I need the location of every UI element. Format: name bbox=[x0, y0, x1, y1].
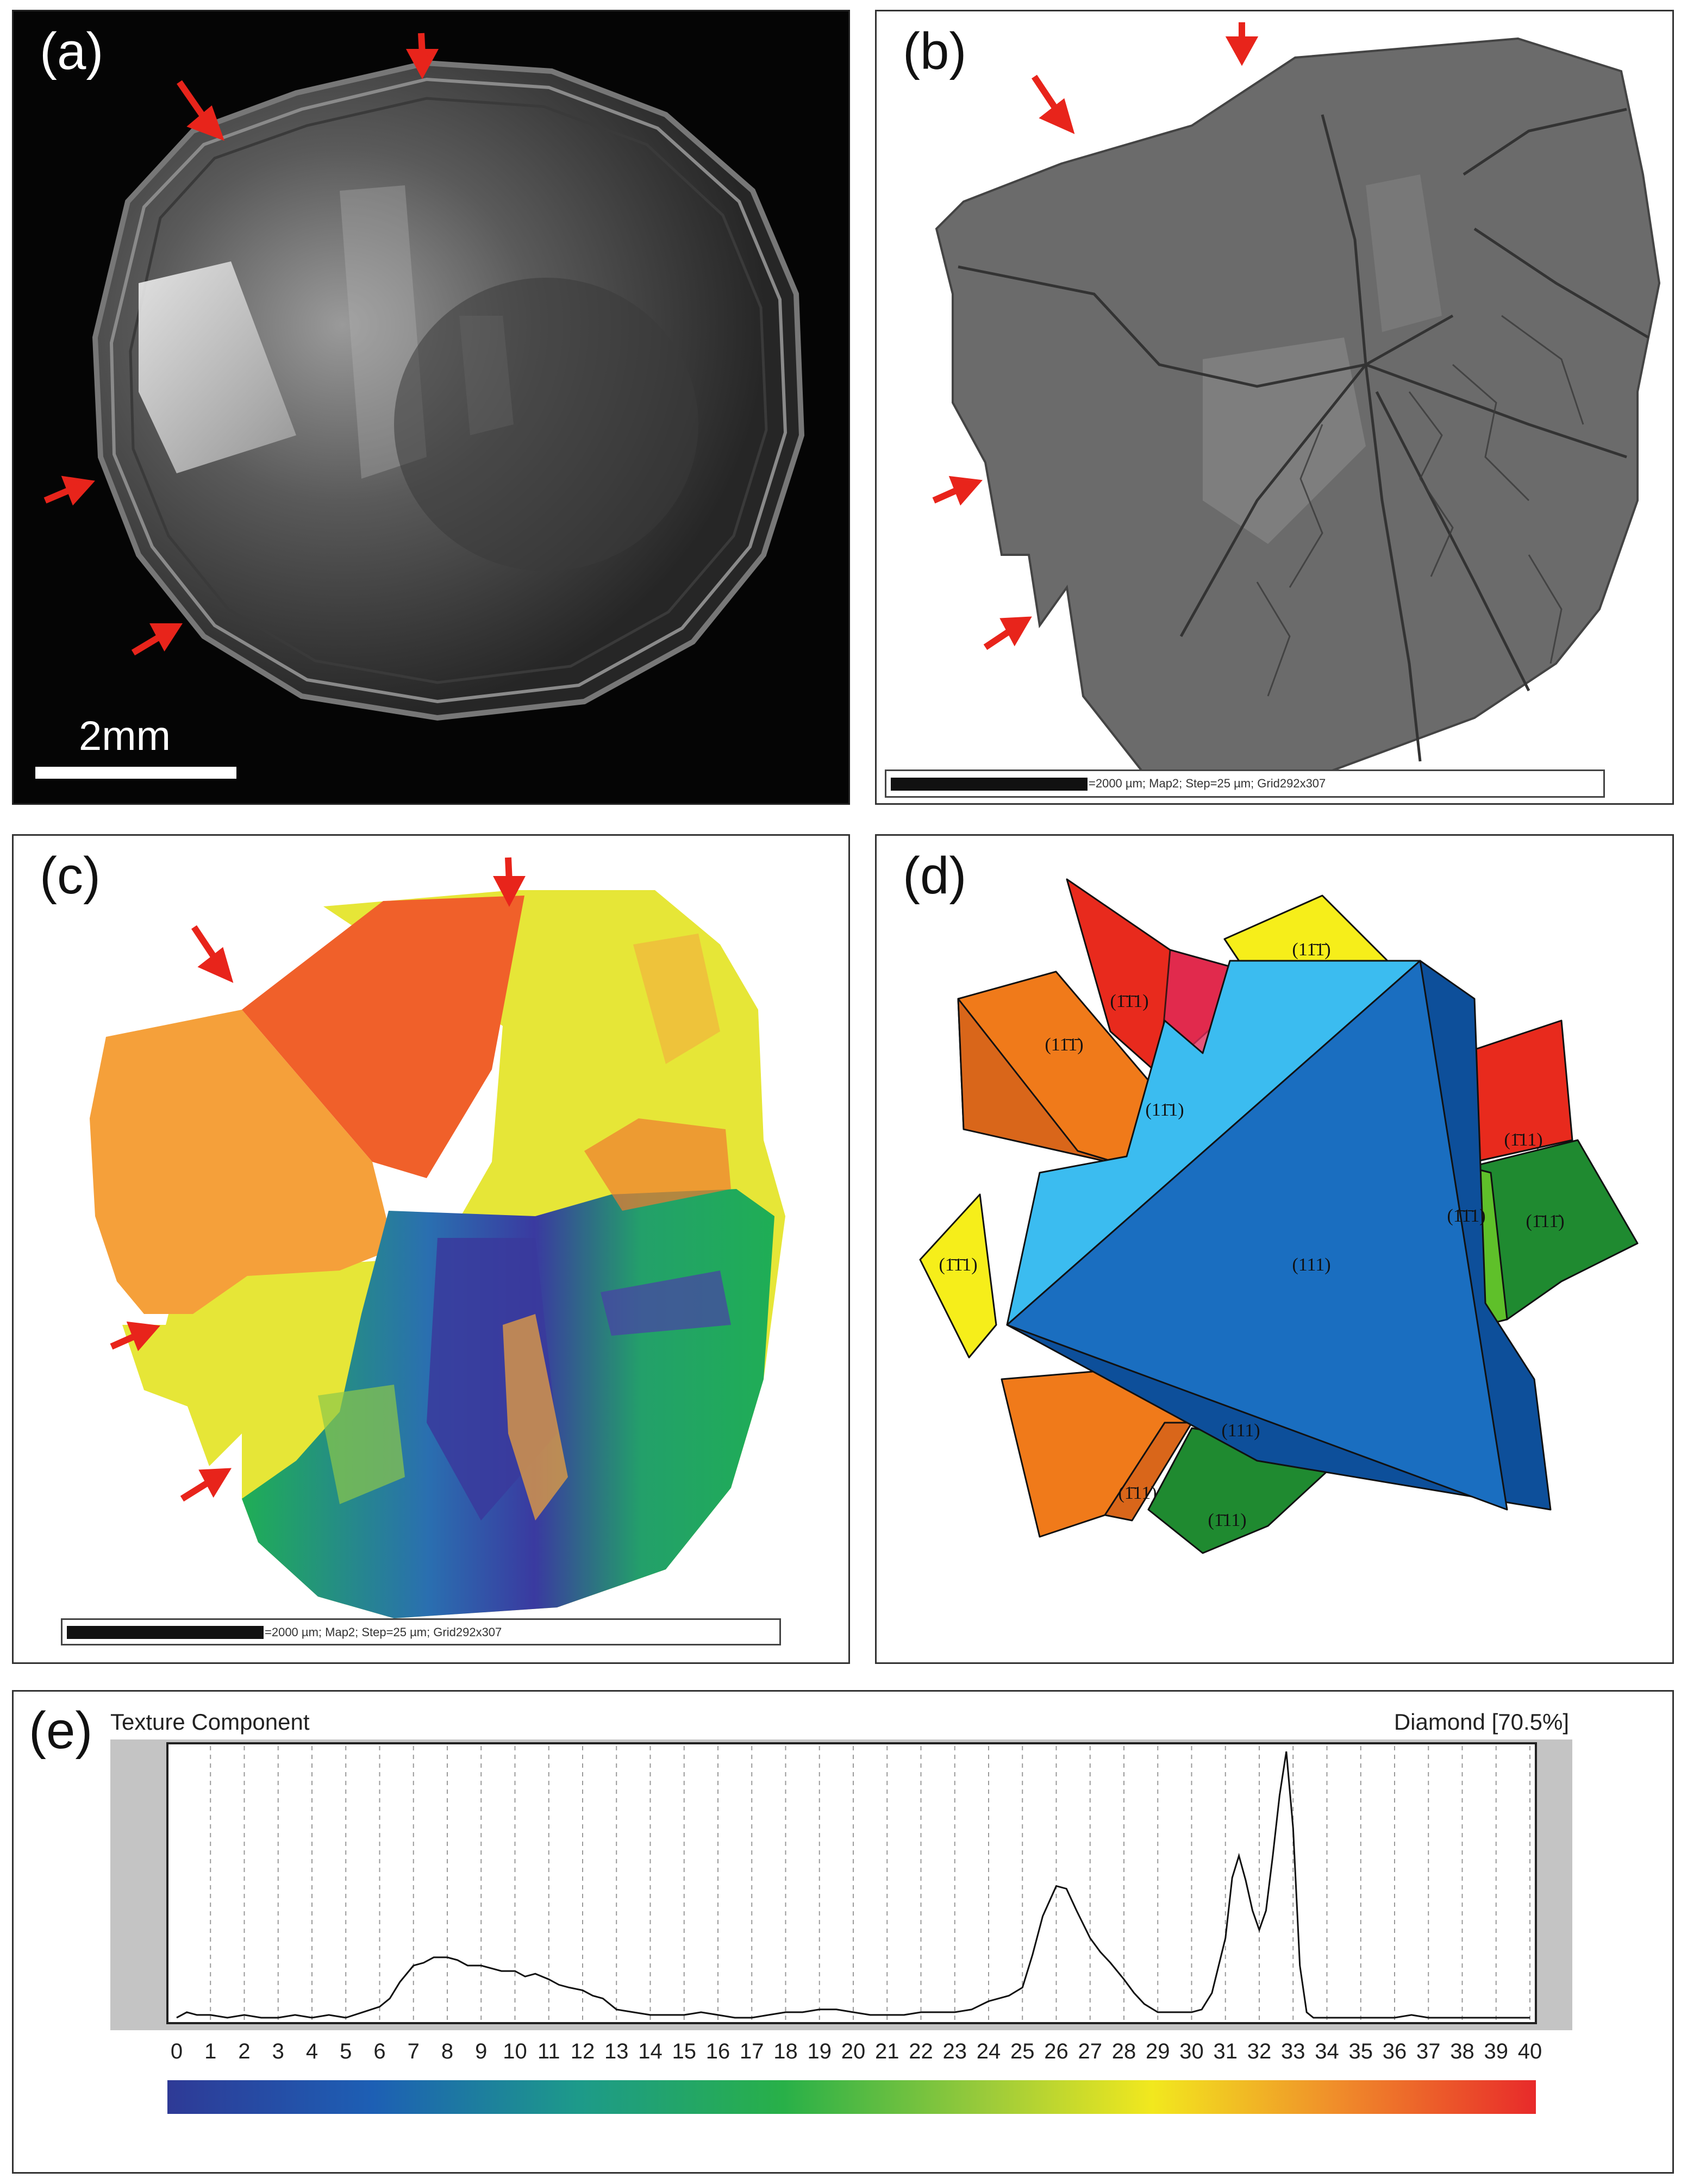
panel-b-crystal-graphic bbox=[932, 22, 1661, 773]
texture-component-line bbox=[176, 1751, 1530, 2019]
panel-c-scale-text: =2000 µm; Map2; Step=25 µm; Grid292x307 bbox=[265, 1625, 502, 1639]
x-tick-label: 27 bbox=[1078, 2039, 1103, 2063]
panel-c-scale-box: =2000 µm; Map2; Step=25 µm; Grid292x307 bbox=[61, 1618, 781, 1645]
label-yellow-top: (11̄1̄) bbox=[1292, 940, 1330, 960]
x-tick-label: 31 bbox=[1214, 2039, 1238, 2063]
x-tick-label: 32 bbox=[1247, 2039, 1272, 2063]
label-red-right: (1̄11) bbox=[1504, 1130, 1542, 1150]
sector-orange bbox=[90, 1010, 394, 1314]
x-tick-label: 19 bbox=[808, 2039, 832, 2063]
x-tick-label: 5 bbox=[340, 2039, 352, 2063]
x-tick-label: 2 bbox=[238, 2039, 250, 2063]
x-tick-label: 4 bbox=[306, 2039, 318, 2063]
x-tick-label: 29 bbox=[1146, 2039, 1170, 2063]
x-tick-label: 17 bbox=[740, 2039, 764, 2063]
plot-area bbox=[166, 1742, 1537, 2024]
x-tick-label: 21 bbox=[875, 2039, 899, 2063]
x-tick-label: 36 bbox=[1383, 2039, 1407, 2063]
panel-b-label: (b) bbox=[903, 22, 967, 80]
panel-a-scale-text: 2mm bbox=[79, 713, 171, 759]
x-tick-label: 14 bbox=[638, 2039, 663, 2063]
panel-b-arrows bbox=[932, 22, 1259, 650]
panel-e-label: (e) bbox=[29, 1701, 93, 1760]
panel-b-scale-text: =2000 µm; Map2; Step=25 µm; Grid292x307 bbox=[1089, 777, 1326, 790]
x-tick-label: 25 bbox=[1010, 2039, 1035, 2063]
label-green-bottom: (1̄11) bbox=[1208, 1510, 1246, 1530]
panel-c-crystal-graphic bbox=[90, 857, 785, 1618]
x-tick-label: 33 bbox=[1281, 2039, 1305, 2063]
color-scale-bar bbox=[167, 2080, 1536, 2114]
panel-a-scale-bar bbox=[35, 767, 236, 779]
x-tick-label: 35 bbox=[1349, 2039, 1373, 2063]
x-tick-label: 9 bbox=[475, 2039, 487, 2063]
x-tick-label: 37 bbox=[1416, 2039, 1441, 2063]
facet-blue-main bbox=[1006, 960, 1508, 1511]
x-tick-label: 39 bbox=[1484, 2039, 1509, 2063]
label-bottom-small: (111) bbox=[1221, 1420, 1260, 1441]
panel-e-chart: 0 1 2 3 4 5 6 7 8 9 10 11 12 13 14 15 16 17 18 19 20 21 22 23 24… bbox=[110, 1739, 1572, 2114]
x-tick-label: 3 bbox=[272, 2039, 284, 2063]
x-tick-label: 0 bbox=[171, 2039, 183, 2063]
panel-c-scale-bar bbox=[67, 1626, 264, 1639]
panel-a-crystal-graphic bbox=[35, 33, 805, 779]
x-tick-label: 10 bbox=[503, 2039, 527, 2063]
label-green-right: (1̄11̄) bbox=[1526, 1211, 1564, 1231]
panel-c-arrows bbox=[110, 857, 526, 1502]
label-lightblue: (11̄1) bbox=[1145, 1100, 1184, 1120]
x-tick-label: 6 bbox=[373, 2039, 385, 2063]
x-tick-label: 13 bbox=[604, 2039, 629, 2063]
label-blue-main: (111) bbox=[1292, 1255, 1330, 1275]
x-tick-label: 11 bbox=[538, 2039, 560, 2063]
panel-d-crystal-model: (11̄1̄) (1̄1̄1) (11̄1̄) (11̄1) (1̄11) (1… bbox=[919, 878, 1639, 1554]
panel-b-band-contrast-map: (b) =2000 µm; Map2; Step=25 µm; Grid292x… bbox=[875, 10, 1674, 805]
x-tick-label: 23 bbox=[943, 2039, 967, 2063]
x-tick-label: 34 bbox=[1315, 2039, 1339, 2063]
panel-c-label: (c) bbox=[40, 847, 101, 905]
bright-sector bbox=[139, 261, 296, 473]
sector-red bbox=[242, 896, 524, 1178]
x-tick-label: 20 bbox=[841, 2039, 866, 2063]
panel-d-twin-model: (11̄1̄) (1̄1̄1) (11̄1̄) (11̄1) (1̄11) (1… bbox=[875, 834, 1674, 1664]
x-tick-label: 12 bbox=[571, 2039, 595, 2063]
chart-title-right: Diamond [70.5%] bbox=[1393, 1709, 1569, 1735]
panel-a-arrows bbox=[43, 33, 439, 656]
x-tick-label: 15 bbox=[672, 2039, 697, 2063]
panel-d-label: (d) bbox=[903, 847, 967, 905]
facet-yellow-left bbox=[919, 1193, 997, 1359]
x-tick-label: 22 bbox=[909, 2039, 933, 2063]
panel-c-orientation-map: (c) =2000 µm; Map2; Step=25 µm; Grid292x… bbox=[12, 834, 850, 1664]
label-orange-bottom: (1̄11) bbox=[1118, 1483, 1157, 1503]
label-orange-left: (11̄1̄) bbox=[1045, 1035, 1083, 1055]
x-tick-label: 30 bbox=[1179, 2039, 1204, 2063]
x-tick-label: 40 bbox=[1518, 2039, 1542, 2063]
label-yellow-left: (1̄1̄1) bbox=[939, 1255, 977, 1275]
x-tick-label: 18 bbox=[773, 2039, 798, 2063]
x-tick-label: 16 bbox=[706, 2039, 730, 2063]
facet-labels: (11̄1̄) (1̄1̄1) (11̄1̄) (11̄1) (1̄11) (1… bbox=[939, 940, 1564, 1530]
panel-b-scale-bar bbox=[891, 778, 1088, 791]
chart-title-left: Texture Component bbox=[110, 1709, 310, 1735]
label-red-top: (1̄1̄1) bbox=[1110, 991, 1148, 1011]
x-tick-label: 8 bbox=[441, 2039, 453, 2063]
label-small-right: (1̄1̄1) bbox=[1447, 1206, 1485, 1226]
x-tick-label: 38 bbox=[1450, 2039, 1474, 2063]
x-tick-label: 1 bbox=[204, 2039, 216, 2063]
x-tick-label: 26 bbox=[1044, 2039, 1068, 2063]
panel-e-texture-component-chart: 0 1 2 3 4 5 6 7 8 9 10 11 12 13 14 15 16 17 18 19 20 21 22 23 24… bbox=[12, 1690, 1674, 2174]
x-tick-label: 7 bbox=[408, 2039, 420, 2063]
panel-a-label: (a) bbox=[40, 22, 104, 80]
panel-b-scale-box: =2000 µm; Map2; Step=25 µm; Grid292x307 bbox=[885, 769, 1605, 798]
panel-a-cl-image: (a) 2mm bbox=[12, 10, 850, 805]
x-tick-label: 28 bbox=[1112, 2039, 1136, 2063]
cracks bbox=[958, 108, 1649, 762]
x-tick-label: 24 bbox=[977, 2039, 1001, 2063]
